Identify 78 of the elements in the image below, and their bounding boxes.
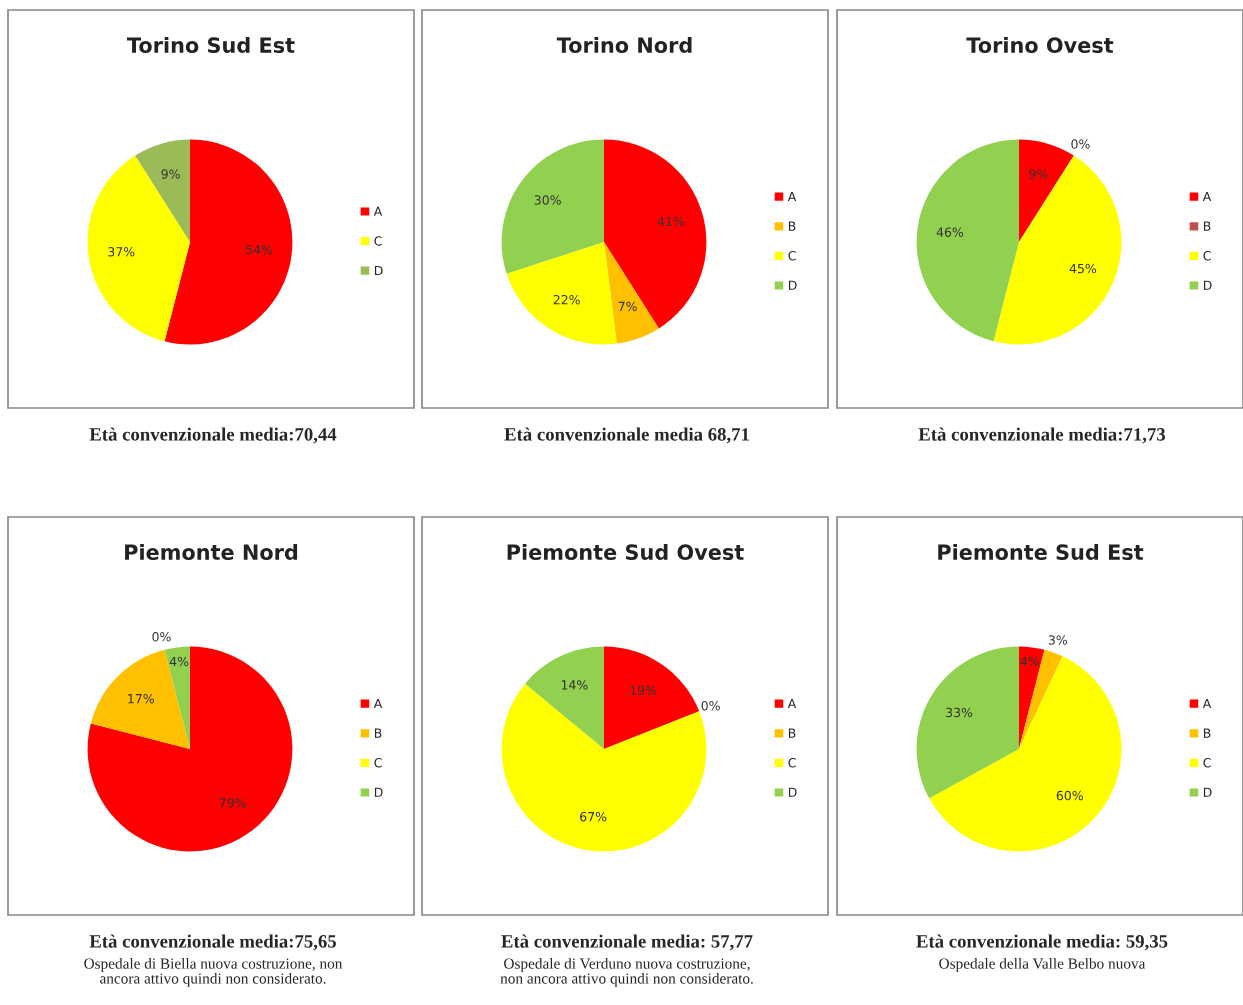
pie-slice	[1019, 649, 1063, 749]
data-label: 22%	[553, 294, 580, 305]
legend-label: C	[1203, 757, 1211, 768]
legend-label: B	[374, 728, 382, 738]
legend-label: D	[788, 280, 797, 290]
legend-label: D	[1203, 280, 1212, 290]
legend-label: B	[788, 728, 796, 738]
legend-label: C	[374, 757, 382, 768]
data-label: 45%	[1069, 263, 1097, 274]
pie-slice	[87, 646, 293, 852]
legend-label: A	[787, 191, 797, 202]
pie-slice	[1019, 646, 1045, 749]
data-label: 9%	[1029, 169, 1048, 179]
text: Età convenzionale media:70,44	[89, 427, 337, 444]
data-label: 67%	[580, 811, 607, 822]
pie-slice	[604, 139, 707, 329]
legend-label: A	[787, 698, 797, 709]
legend-label: A	[373, 206, 383, 216]
legend-label: A	[373, 698, 383, 709]
pie-slice	[993, 155, 1122, 345]
text: 0%	[1071, 139, 1090, 149]
chart-title: Torino Nord	[556, 36, 692, 54]
legend-label: D	[788, 787, 797, 797]
data-label: 46%	[936, 227, 964, 237]
text: Età convenzionale media:71,73	[918, 427, 1166, 444]
pie-slice	[916, 646, 1019, 799]
legend-label: C	[374, 236, 382, 246]
data-label: 7%	[618, 301, 637, 312]
text: Età convenzionale media:75,65	[89, 934, 336, 951]
chart-title: Torino Sud Est	[127, 36, 295, 54]
data-label: 3%	[1048, 635, 1068, 645]
pie-slice	[90, 649, 190, 749]
legend-label: B	[788, 221, 796, 231]
text: Età convenzionale media: 59,35	[916, 934, 1168, 951]
legend-label: A	[1202, 191, 1212, 202]
data-label: 17%	[128, 693, 154, 704]
text: Ospedale di Verduno nuova costruzione, non ancora attivo quindi non considerato.	[500, 958, 753, 987]
legend-label: A	[1202, 698, 1212, 709]
pie-slice	[604, 242, 659, 344]
pie-slice	[929, 656, 1122, 852]
legend-label: C	[788, 757, 796, 768]
legend-label: D	[374, 265, 383, 276]
pie-slice	[525, 646, 604, 749]
pie-slice	[916, 139, 1019, 342]
text: Età convenzionale media: 57,77	[501, 934, 753, 951]
data-label: 37%	[108, 247, 135, 257]
legend-label: C	[1203, 250, 1211, 261]
chart-title: Piemonte Sud Est	[938, 543, 1144, 561]
text: Ospedale della Valle Belbo nuova	[939, 958, 1146, 972]
pie-slice	[506, 242, 617, 345]
text: 0%	[152, 632, 171, 642]
data-label: 79%	[219, 798, 246, 808]
data-label: 4%	[169, 656, 189, 667]
pie-slice	[604, 646, 700, 749]
chart-title: Torino Ovest	[966, 36, 1114, 54]
data-label: 41%	[657, 216, 685, 227]
data-label: 9%	[161, 169, 180, 179]
legend-label: C	[788, 250, 796, 261]
data-label: 19%	[630, 685, 657, 696]
data-label: 33%	[946, 707, 973, 718]
pie-slice	[87, 155, 190, 342]
pie-slice	[164, 646, 190, 749]
legend-label: D	[374, 787, 383, 797]
chart-title: Piemonte Sud Ovest	[507, 543, 744, 561]
chart-title: Piemonte Nord	[125, 543, 298, 561]
data-label: 54%	[246, 244, 273, 255]
data-label: 60%	[1056, 790, 1083, 801]
text: 0%	[701, 700, 720, 711]
legend-label: D	[1203, 787, 1212, 797]
data-label: 14%	[561, 680, 588, 690]
text: Ospedale di Biella nuova costruzione, non ancora attivo quindi non considerato.	[84, 958, 343, 987]
data-label: 30%	[534, 195, 561, 205]
legend-label: B	[1203, 221, 1211, 231]
legend-label: B	[1203, 728, 1211, 738]
data-label: 4%	[1020, 656, 1040, 667]
text: Età convenzionale media 68,71	[504, 427, 749, 444]
pie-slice	[135, 139, 190, 242]
pie-slice	[501, 139, 604, 274]
